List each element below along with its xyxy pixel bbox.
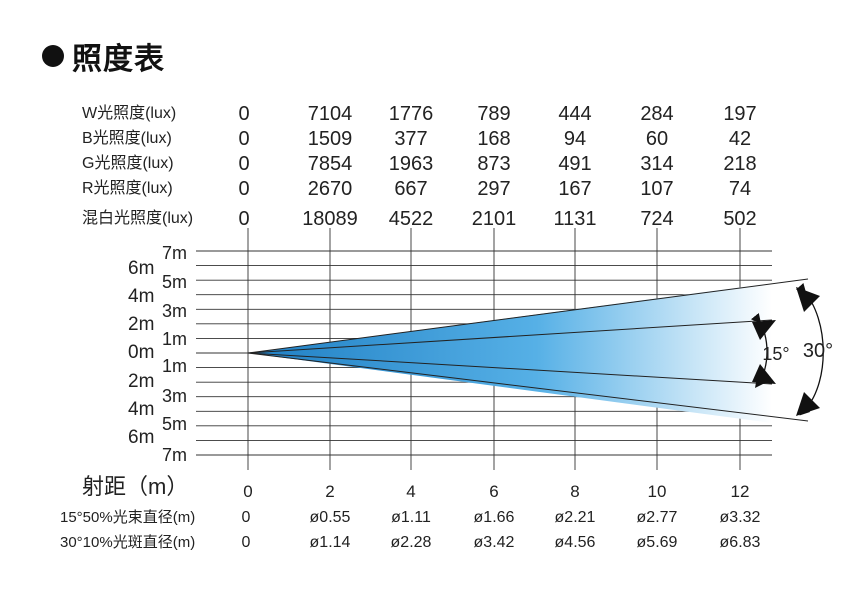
- distance-tick: 10: [648, 482, 667, 501]
- lux-value: 444: [558, 103, 591, 125]
- angle-15-arrow-bottom: [752, 364, 776, 384]
- lux-value: 377: [394, 128, 427, 150]
- page-title: 照度表: [42, 36, 165, 77]
- offset-label-minor: 5m: [162, 272, 187, 292]
- lux-value: 2101: [472, 208, 517, 230]
- diameter-value: ø1.66: [474, 509, 515, 526]
- diameter-value: ø0.55: [310, 509, 351, 526]
- offset-label-minor: 1m: [162, 329, 187, 349]
- lux-value: 107: [640, 178, 673, 200]
- offset-label-minor: 3m: [162, 301, 187, 321]
- offset-label: 2m: [128, 314, 154, 335]
- distance-tick: 12: [731, 482, 750, 501]
- lux-value: 2670: [308, 178, 353, 200]
- beam-edge-15-bottom: [247, 352, 773, 385]
- beam-edge-30-top: [247, 278, 809, 354]
- diameter-value: ø3.42: [474, 534, 515, 551]
- diameter-value: ø2.28: [391, 534, 432, 551]
- diameter-value: ø2.77: [637, 509, 678, 526]
- lux-value: 74: [729, 178, 751, 200]
- lux-value: 1509: [308, 128, 353, 150]
- angle-15-arrow-top: [752, 320, 776, 340]
- lux-value: 168: [477, 128, 510, 150]
- offset-label: 2m: [128, 371, 154, 392]
- lux-value: 7104: [308, 103, 353, 125]
- diameter-row-label: 15°50%光束直径(m): [60, 509, 195, 526]
- lux-row-label: R光照度(lux): [82, 179, 173, 197]
- lux-value: 491: [558, 153, 591, 175]
- lux-value: 724: [640, 208, 673, 230]
- lux-value: 1131: [553, 208, 596, 230]
- lux-row-label: G光照度(lux): [82, 154, 174, 172]
- distance-tick: 6: [489, 482, 498, 501]
- offset-label-minor: 3m: [162, 386, 187, 406]
- beam-edge-30-bottom: [247, 352, 809, 422]
- lux-value: 873: [477, 153, 510, 175]
- lux-value: 0: [238, 153, 249, 175]
- lux-value: 667: [394, 178, 427, 200]
- distance-tick: 0: [243, 482, 252, 501]
- diameter-row-label: 30°10%光斑直径(m): [60, 534, 195, 551]
- angle-30-arrow-bottom: [796, 392, 820, 416]
- lux-value: 0: [238, 128, 249, 150]
- diameter-value: ø4.56: [555, 534, 596, 551]
- lux-value: 314: [640, 153, 673, 175]
- lux-value: 42: [729, 128, 751, 150]
- lux-value: 197: [723, 103, 756, 125]
- distance-tick: 4: [406, 482, 415, 501]
- lux-row-label: W光照度(lux): [82, 104, 176, 122]
- lux-value: 7854: [308, 153, 353, 175]
- offset-label-minor: 1m: [162, 356, 187, 376]
- page-title-text: 照度表: [72, 42, 165, 77]
- angle-inner-label: 15°: [762, 344, 789, 364]
- diameter-value: ø2.21: [555, 509, 596, 526]
- lux-value: 297: [477, 178, 510, 200]
- lux-value: 18089: [302, 208, 358, 230]
- beam-edge-15-top: [247, 319, 773, 354]
- lux-value: 284: [640, 103, 673, 125]
- distance-tick: 8: [570, 482, 579, 501]
- diameter-value: ø6.83: [720, 534, 761, 551]
- lux-value: 4522: [389, 208, 434, 230]
- lux-value: 0: [238, 103, 249, 125]
- diameter-value: ø1.14: [310, 534, 351, 551]
- diameter-value: 0: [242, 534, 251, 551]
- offset-label: 6m: [128, 427, 154, 448]
- offset-label: 4m: [128, 399, 154, 420]
- diameter-value: 0: [242, 509, 251, 526]
- lux-value: 94: [564, 128, 586, 150]
- offset-label: 0m: [128, 342, 154, 363]
- beam-cone-30: [248, 283, 772, 423]
- offset-label: 4m: [128, 286, 154, 307]
- lux-value: 1776: [389, 103, 434, 125]
- lux-value: 218: [723, 153, 756, 175]
- diameter-value: ø5.69: [637, 534, 678, 551]
- offset-label-minor: 7m: [162, 243, 187, 263]
- lux-row-label: 混白光照度(lux): [82, 209, 193, 227]
- angle-outer-label: 30°: [803, 340, 833, 362]
- lux-value: 60: [646, 128, 668, 150]
- angle-30-arrow-top: [796, 287, 820, 312]
- offset-label-minor: 5m: [162, 414, 187, 434]
- lux-value: 0: [238, 178, 249, 200]
- distance-label: 射距（m）: [82, 474, 188, 499]
- diameter-value: ø1.11: [391, 509, 431, 526]
- lux-value: 0: [238, 208, 249, 230]
- lux-row-label: B光照度(lux): [82, 129, 172, 147]
- lux-value: 502: [723, 208, 756, 230]
- bullet-dot-icon: [42, 45, 64, 67]
- lux-value: 1963: [389, 153, 434, 175]
- lux-value: 167: [558, 178, 591, 200]
- diameter-value: ø3.32: [720, 509, 761, 526]
- offset-label-minor: 7m: [162, 445, 187, 465]
- lux-value: 789: [477, 103, 510, 125]
- distance-tick: 2: [325, 482, 334, 501]
- offset-label: 6m: [128, 258, 154, 279]
